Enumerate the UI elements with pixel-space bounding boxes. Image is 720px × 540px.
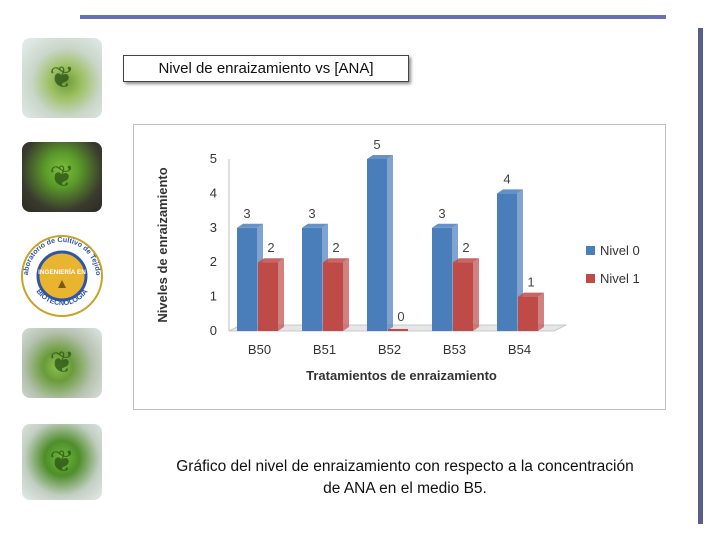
bar: [518, 296, 538, 331]
bar-top: [367, 155, 393, 159]
data-label: 4: [503, 171, 510, 186]
x-tick-label: B50: [248, 342, 271, 357]
x-tick-label: B54: [508, 342, 531, 357]
y-tick-label: 0: [210, 323, 217, 338]
leaf-icon: ❦: [49, 445, 75, 479]
bar: [432, 227, 452, 331]
bar-side: [538, 292, 544, 331]
data-label: 2: [267, 240, 274, 255]
legend-swatch: [586, 274, 595, 283]
y-tick-label: 4: [210, 185, 217, 200]
bar-top: [518, 292, 544, 297]
bar: [258, 262, 278, 331]
logo-center-text: INGENIERÍA EN: [38, 267, 86, 276]
data-label: 2: [462, 240, 469, 255]
legend-label: Nivel 0: [600, 243, 640, 258]
legend-label: Nivel 1: [600, 271, 640, 286]
side-rule: [698, 28, 703, 524]
plant-photo-1: ❦: [22, 38, 102, 118]
chart-frame: 0 1 2 3 4 5 Niveles de enraizamiento 3 2 B50 3 2 B51…: [133, 124, 666, 410]
bar-top: [453, 258, 479, 263]
bar-side: [343, 258, 349, 331]
bar-top: [302, 223, 328, 228]
bar: [388, 329, 408, 331]
y-tick-label: 1: [210, 289, 217, 304]
bar-top: [237, 223, 263, 228]
bar-top: [432, 223, 458, 228]
bar: [453, 262, 473, 331]
leaf-icon: ❦: [49, 346, 75, 380]
y-tick-label: 3: [210, 220, 217, 235]
plant-photo-3: ❦: [22, 328, 102, 398]
bar-top: [323, 258, 349, 263]
leaf-icon: ❦: [49, 61, 75, 95]
data-label: 0: [397, 309, 404, 324]
y-tick-label: 2: [210, 254, 217, 269]
plant-photo-2: ❦: [22, 142, 102, 212]
bar: [367, 159, 387, 331]
bar-chart: 0 1 2 3 4 5 Niveles de enraizamiento 3 2 B50 3 2 B51…: [155, 137, 640, 383]
data-label: 5: [373, 137, 380, 152]
bar-side: [473, 258, 479, 331]
slide-caption: Gráfico del nivel de enraizamiento con r…: [176, 458, 634, 497]
bar: [302, 227, 322, 331]
y-axis-label: Niveles de enraizamiento: [155, 167, 170, 322]
x-tick-label: B52: [378, 342, 401, 357]
bar-top: [497, 189, 523, 194]
bar: [497, 193, 517, 331]
data-label: 1: [527, 275, 534, 290]
y-tick-label: 5: [210, 151, 217, 166]
data-label: 3: [243, 206, 250, 221]
slide-title: Nivel de enraizamiento vs [ANA]: [123, 55, 409, 82]
data-label: 3: [438, 206, 445, 221]
bar: [323, 262, 343, 331]
bar-side: [278, 258, 284, 331]
bar-side: [387, 155, 393, 331]
data-label: 2: [332, 240, 339, 255]
bar: [237, 227, 257, 331]
x-tick-label: B53: [443, 342, 466, 357]
x-tick-label: B51: [313, 342, 336, 357]
data-label: 3: [308, 206, 315, 221]
leaf-icon: ❦: [49, 160, 75, 194]
lab-logo: Laboratorio de Cultivo de Tejidos INGENI…: [18, 230, 103, 317]
top-rule: [80, 15, 666, 19]
legend-swatch: [586, 246, 595, 255]
plant-photo-4: ❦: [22, 424, 102, 500]
bar-top: [258, 258, 284, 263]
x-axis-label: Tratamientos de enraizamiento: [306, 368, 497, 383]
